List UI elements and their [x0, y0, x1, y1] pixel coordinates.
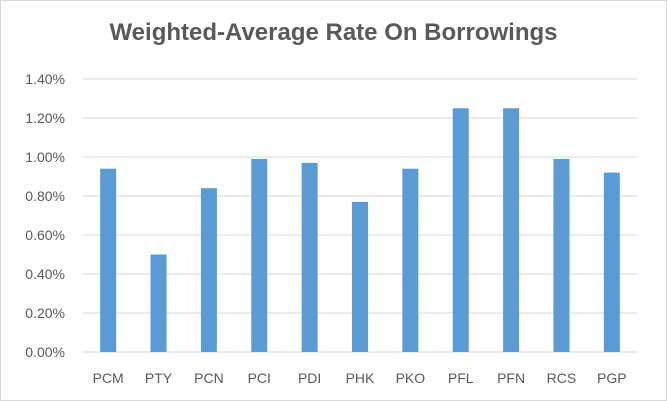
- y-tick-label: 1.20%: [25, 110, 65, 126]
- y-tick-label: 0.60%: [25, 227, 65, 243]
- y-tick-label: 0.00%: [25, 344, 65, 360]
- bar-pdi: [301, 162, 318, 352]
- x-tick-label: PKO: [396, 370, 426, 386]
- bar-pko: [402, 168, 419, 352]
- x-tick-label: PFL: [448, 370, 474, 386]
- y-tick-label: 1.40%: [25, 71, 65, 87]
- x-tick-label: PCN: [194, 370, 224, 386]
- x-tick-label: PTY: [145, 370, 173, 386]
- chart-title: Weighted-Average Rate On Borrowings: [109, 19, 558, 46]
- y-axis-ticks: 0.00% 0.20% 0.40% 0.60% 0.80% 1.00% 1.20% 1.40%: [25, 71, 65, 360]
- bar-pcn: [200, 188, 217, 352]
- x-tick-label: PFN: [497, 370, 525, 386]
- bar-rcs: [553, 158, 570, 352]
- y-tick-label: 1.00%: [25, 149, 65, 165]
- x-tick-label: PDI: [298, 370, 321, 386]
- x-tick-label: PGP: [597, 370, 627, 386]
- bar-pfn: [503, 108, 520, 352]
- bar-pgp: [603, 172, 620, 352]
- bar-pfl: [452, 108, 469, 352]
- bar-pty: [150, 254, 167, 352]
- y-tick-label: 0.80%: [25, 188, 65, 204]
- x-tick-label: PHK: [346, 370, 375, 386]
- bar-pcm: [100, 168, 117, 352]
- y-tick-label: 0.40%: [25, 266, 65, 282]
- bar-phk: [352, 201, 368, 352]
- x-axis-ticks: PCM PTY PCN PCI PDI PHK PKO PFL PFN RCS PGP: [93, 370, 627, 386]
- y-tick-label: 0.20%: [25, 305, 65, 321]
- x-tick-label: PCM: [93, 370, 124, 386]
- x-tick-label: RCS: [547, 370, 577, 386]
- bars: [100, 108, 620, 352]
- bar-pci: [251, 158, 268, 352]
- x-tick-label: PCI: [248, 370, 271, 386]
